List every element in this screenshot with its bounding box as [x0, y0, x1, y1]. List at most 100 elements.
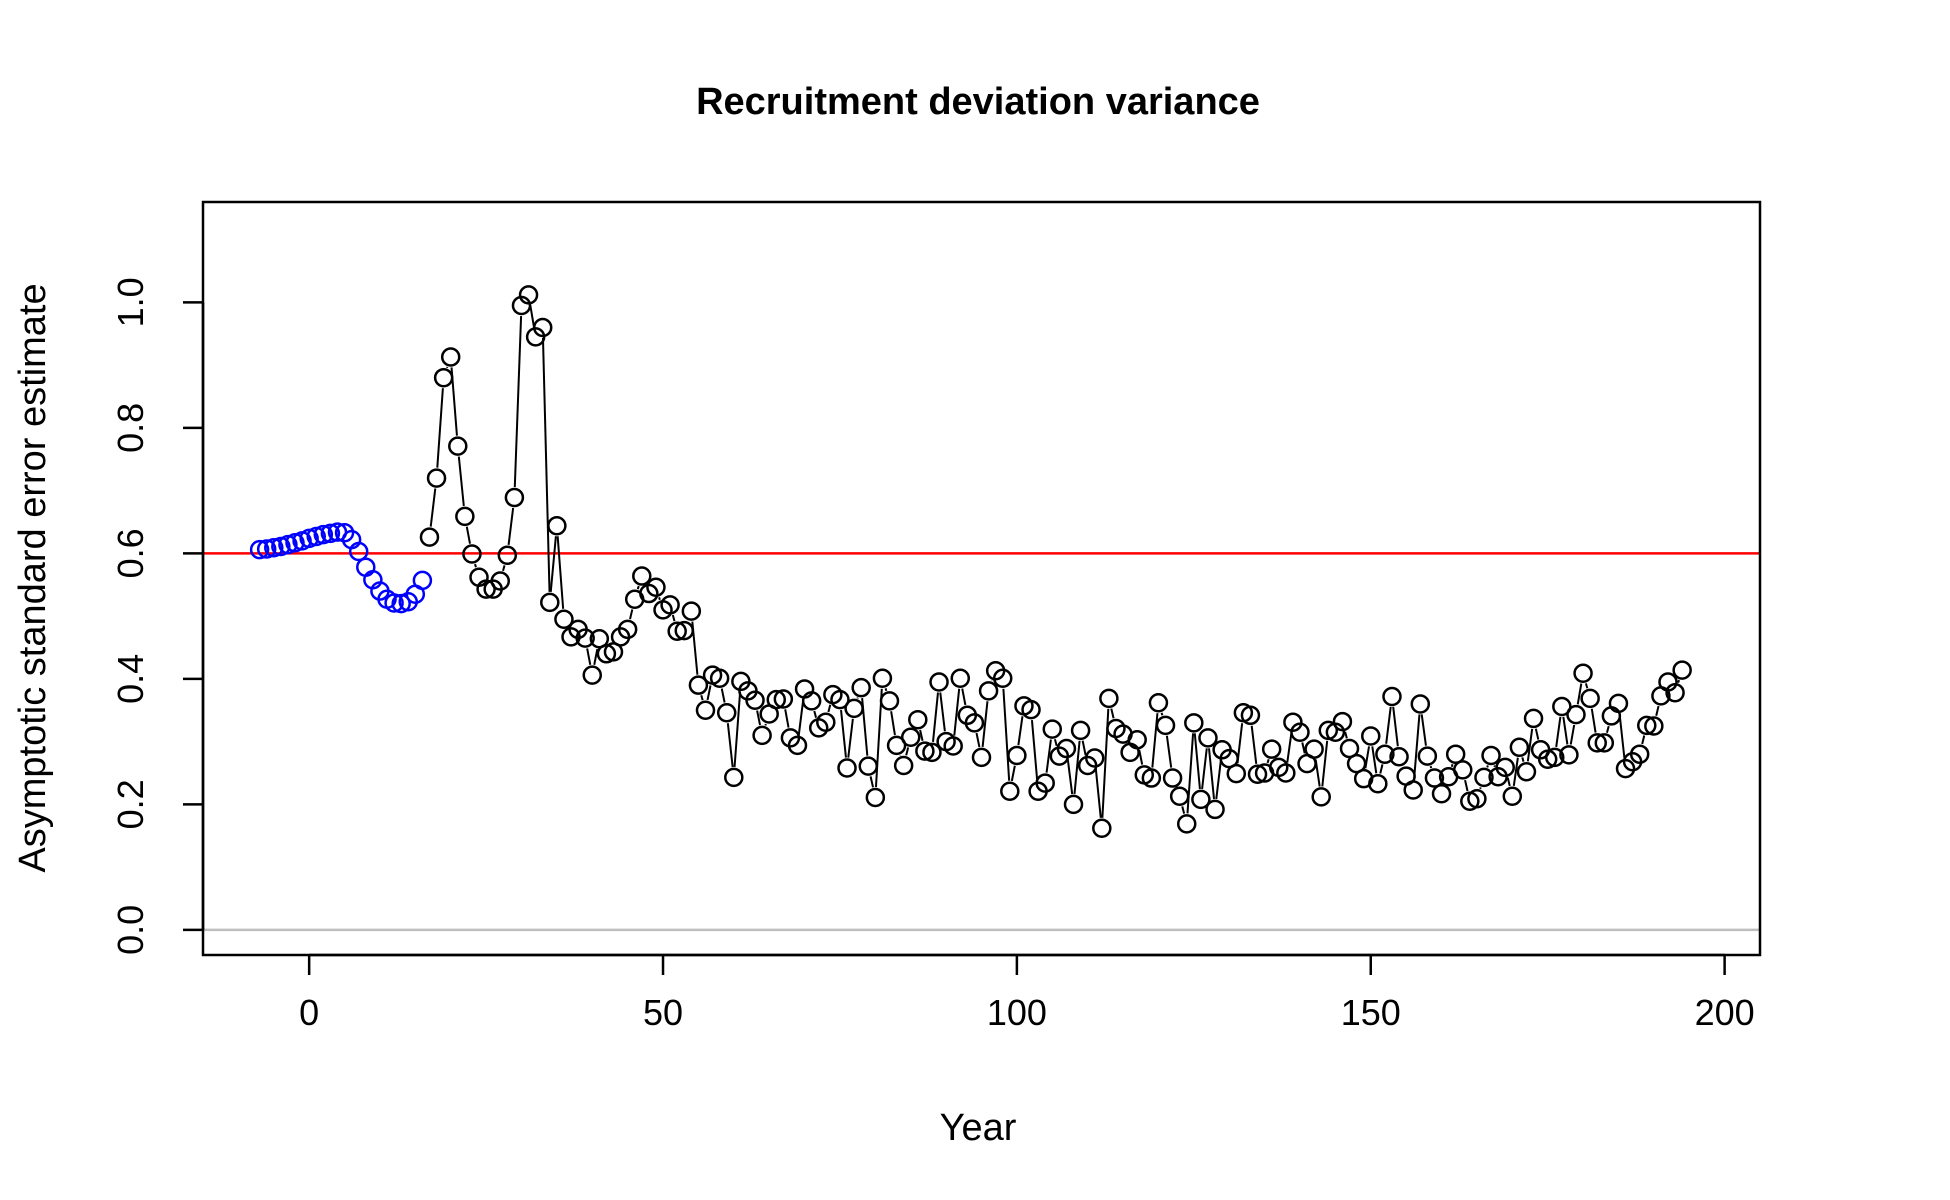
- data-point: [1573, 663, 1593, 684]
- data-point: [1424, 768, 1445, 788]
- data-point: [709, 668, 730, 689]
- series-segment: [593, 648, 599, 666]
- series-segment: [1045, 739, 1052, 773]
- data-point: [1375, 744, 1395, 764]
- data-point: [844, 698, 864, 719]
- data-point: [490, 571, 510, 591]
- data-point: [617, 619, 638, 640]
- data-point: [900, 727, 921, 748]
- data-point: [1155, 715, 1176, 736]
- series-segment: [465, 526, 471, 544]
- series-segment: [1392, 706, 1399, 747]
- data-point: [249, 539, 270, 560]
- data-point: [1608, 693, 1629, 714]
- series-segment: [961, 688, 967, 706]
- data-point: [978, 681, 999, 701]
- data-point: [412, 570, 433, 591]
- series-segment: [636, 585, 640, 590]
- series-segment: [1677, 679, 1680, 683]
- data-point: [787, 735, 808, 756]
- data-point: [256, 539, 277, 559]
- data-point: [1332, 711, 1353, 732]
- data-point: [922, 742, 942, 763]
- data-point: [504, 487, 525, 508]
- data-point: [724, 767, 744, 788]
- data-point: [448, 436, 468, 456]
- data-point: [1672, 660, 1692, 680]
- data-point: [660, 595, 680, 615]
- series-segment: [1590, 708, 1597, 733]
- data-point: [1644, 716, 1664, 736]
- series-segment: [502, 565, 506, 572]
- data-point: [681, 601, 702, 621]
- data-point: [554, 609, 574, 630]
- data-point: [1205, 799, 1225, 820]
- data-point: [1665, 682, 1685, 703]
- series-segment: [706, 685, 712, 701]
- data-point: [971, 747, 992, 768]
- data-point: [419, 527, 440, 547]
- data-point: [745, 690, 765, 710]
- data-point: [1467, 789, 1487, 809]
- series-segment: [869, 776, 875, 788]
- data-point: [1474, 767, 1494, 788]
- data-point: [851, 677, 871, 698]
- series-segment: [1073, 740, 1081, 795]
- plot-frame: [201, 200, 1762, 957]
- series-segment: [1266, 758, 1270, 764]
- data-point: [1516, 762, 1537, 782]
- series-connecting-lines: [429, 305, 1680, 818]
- series-segment: [1562, 716, 1569, 745]
- data-point: [1042, 719, 1063, 739]
- data-point: [1453, 760, 1473, 780]
- y-axis: 0.0 0.2 0.4 0.6 0.8 1.0: [110, 277, 205, 955]
- series-segment: [1506, 777, 1511, 787]
- data-point: [1070, 720, 1091, 741]
- data-point: [908, 709, 928, 730]
- series-segment: [474, 563, 477, 568]
- series-segment: [1420, 714, 1427, 746]
- data-point: [716, 703, 737, 723]
- x-axis: 0 50 100 150 200: [299, 953, 1755, 1033]
- series-segment: [586, 648, 592, 666]
- data-point: [1445, 744, 1466, 764]
- x-tick-label: 100: [987, 992, 1047, 1033]
- data-point: [646, 577, 666, 598]
- data-point: [540, 592, 560, 613]
- data-point: [1410, 694, 1431, 714]
- y-tick-label: 1.0: [110, 277, 151, 327]
- y-tick-label: 0.0: [110, 905, 151, 955]
- data-point: [1007, 745, 1027, 766]
- data-point: [1000, 781, 1020, 801]
- data-point: [1368, 773, 1388, 794]
- series-segment: [1569, 724, 1576, 745]
- series-segment: [1081, 740, 1087, 756]
- data-point: [384, 593, 404, 613]
- data-point: [886, 735, 907, 756]
- data-point: [1198, 728, 1218, 748]
- data-point: [348, 541, 369, 562]
- y-tick-label: 0.4: [110, 654, 151, 704]
- series-segment: [1618, 713, 1626, 759]
- series-segment: [720, 688, 726, 703]
- data-point: [264, 538, 284, 558]
- series-segment: [1193, 733, 1201, 790]
- data-point: [950, 668, 971, 689]
- data-point: [1481, 745, 1501, 766]
- series-segment: [556, 536, 565, 609]
- data-point: [575, 628, 595, 648]
- series-segment: [1641, 735, 1646, 745]
- series-segment: [1250, 725, 1258, 764]
- data-point: [1559, 745, 1579, 765]
- series-segment: [1344, 731, 1348, 739]
- data-point: [879, 691, 900, 711]
- series-segment: [840, 709, 847, 758]
- series-segment: [939, 692, 946, 732]
- series-segment: [549, 536, 557, 592]
- data-point: [773, 689, 794, 709]
- series-segment: [1010, 765, 1016, 782]
- series-segment: [953, 688, 961, 736]
- series-segment: [1321, 740, 1329, 787]
